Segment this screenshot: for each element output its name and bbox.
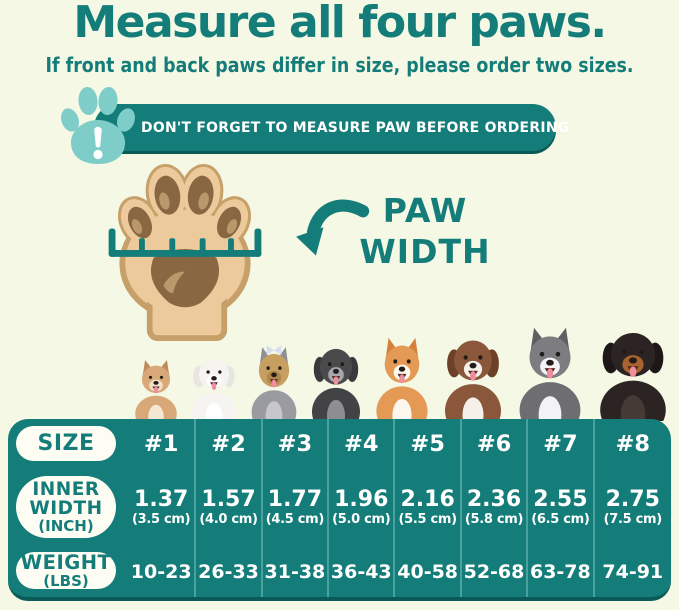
paw-alert-icon xyxy=(61,87,135,164)
size-cell-5: #5 xyxy=(393,419,459,468)
inner-width-cell-6: 2.36 (5.8 cm) xyxy=(459,468,526,546)
row-header-line: (INCH) xyxy=(38,517,94,535)
reminder-banner: DON'T FORGET TO MEASURE PAW BEFORE ORDER… xyxy=(94,104,569,151)
row-header-size: SIZE xyxy=(16,426,116,461)
paw-pad-highlights xyxy=(131,192,238,294)
dog-australian-shepherd xyxy=(445,340,501,421)
size-cell-7: #7 xyxy=(526,419,592,468)
weight-cell-5: 40-58 xyxy=(393,546,459,597)
weight-cell-2: 26-33 xyxy=(194,546,260,597)
page-title: Measure all four paws. xyxy=(73,0,607,48)
dog-chihuahua xyxy=(135,360,177,421)
row-header-line: (LBS) xyxy=(43,572,89,590)
weight-cell-4: 36-43 xyxy=(327,546,393,597)
weight-cell-1: 10-23 xyxy=(130,560,192,583)
inner-width-cell-1: 1.37 (3.5 cm) xyxy=(132,486,191,527)
inner-width-cell-3: 1.77 (4.5 cm) xyxy=(260,468,327,546)
reminder-banner-text: DON'T FORGET TO MEASURE PAW BEFORE ORDER… xyxy=(141,119,570,136)
weight-cell-7: 63-78 xyxy=(526,546,592,597)
paw-illustration xyxy=(108,163,262,342)
paw-width-line1: PAW xyxy=(382,191,468,230)
size-cell-1: #1 xyxy=(143,430,179,457)
dog-bichon-frise xyxy=(191,358,237,421)
size-cell-4: #4 xyxy=(327,419,393,468)
width-ruler-icon xyxy=(108,228,262,257)
inner-width-cell-7: 2.55 (6.5 cm) xyxy=(526,468,592,546)
paw-width-line2: WIDTH xyxy=(359,232,491,271)
dog-rottweiler xyxy=(600,332,666,421)
exclamation-icon xyxy=(93,126,103,160)
dog-shiba-inu xyxy=(376,337,428,421)
dog-miniature-schnauzer xyxy=(312,348,360,421)
size-cell-6: #6 xyxy=(459,419,526,468)
paw-width-label: PAW WIDTH xyxy=(330,190,520,272)
subtitle: If front and back paws differ in size, p… xyxy=(45,53,634,77)
size-cell-2: #2 xyxy=(194,419,260,468)
row-header-line: INNER xyxy=(32,479,100,500)
size-cell-8: #8 xyxy=(592,419,671,468)
row-header-line: WIDTH xyxy=(29,498,103,519)
size-table: SIZE #1 #2 #3 #4 #5 #6 #7 #8 INNER WIDTH (INCH) 1.37… xyxy=(8,419,671,601)
row-header-weight: WEIGHT (LBS) xyxy=(16,552,116,589)
inner-width-cell-2: 1.57 (4.0 cm) xyxy=(194,468,260,546)
inner-width-cell-4: 1.96 (5.0 cm) xyxy=(327,468,393,546)
dog-lineup xyxy=(130,314,678,421)
inner-width-cell-5: 2.16 (5.5 cm) xyxy=(393,468,459,546)
dog-alaskan-malamute xyxy=(519,327,581,421)
row-header-line: SIZE xyxy=(37,431,95,456)
paw-pads xyxy=(127,175,242,308)
inner-width-cell-8: 2.75 (7.5 cm) xyxy=(592,468,671,546)
weight-cell-3: 31-38 xyxy=(260,546,327,597)
row-header-line: WEIGHT xyxy=(20,551,112,574)
dog-yorkshire-terrier xyxy=(251,345,297,421)
curved-arrow-icon xyxy=(296,199,370,256)
row-header-inner-width: INNER WIDTH (INCH) xyxy=(16,476,116,538)
size-cell-3: #3 xyxy=(260,419,327,468)
weight-cell-8: 74-91 xyxy=(592,546,671,597)
weight-cell-6: 52-68 xyxy=(459,546,526,597)
